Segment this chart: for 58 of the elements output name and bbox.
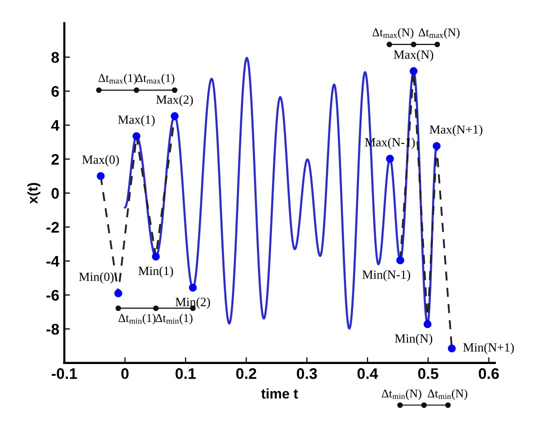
x-tick-label: 0.1 — [176, 368, 196, 380]
x-tick-label: 0.5 — [418, 368, 438, 380]
annotation: Δt$_{max}$(1) — [136, 74, 174, 84]
point — [132, 132, 140, 140]
point — [170, 112, 179, 120]
point — [114, 289, 122, 298]
annotation: Min(N) — [394, 334, 432, 346]
annotation: Max(N) — [394, 50, 434, 62]
y-tick-label: 0 — [52, 188, 59, 199]
point — [172, 87, 178, 93]
annotation: Max(N+1) — [430, 124, 482, 136]
point — [386, 154, 394, 163]
x-tick-label: 0.2 — [236, 368, 256, 380]
y-axis-title: x(t) — [27, 182, 40, 204]
x-axis-title: time t — [261, 388, 298, 399]
point — [188, 284, 197, 292]
point — [152, 252, 160, 261]
point — [96, 87, 102, 93]
annotation: Δt$_{max}$(N) — [418, 28, 460, 39]
point — [116, 305, 122, 312]
annotation: Δt$_{min}$(1) — [118, 314, 156, 324]
y-tick-label: -2 — [46, 222, 59, 233]
y-tick-label: 6 — [52, 86, 59, 97]
point — [410, 67, 418, 76]
text: Δt$_{min}$(N) — [382, 389, 422, 400]
annotation: Max(2) — [156, 95, 193, 106]
point — [432, 142, 441, 150]
annotation: Max(0) — [82, 155, 119, 166]
point — [386, 42, 392, 48]
y-tick-label: 8 — [51, 52, 59, 63]
annotation: Min(0) — [79, 272, 114, 284]
y-tick-label: 2 — [51, 154, 59, 165]
annotation: Min(1) — [138, 266, 174, 278]
y-tick-label: -8 — [46, 324, 59, 335]
point — [134, 87, 140, 93]
point — [448, 344, 456, 352]
y-tick-label: -4 — [46, 256, 60, 267]
x-tick-label: 0 — [121, 368, 129, 380]
point — [424, 320, 432, 328]
annotation: Min(2) — [176, 297, 210, 309]
x-tick-label: 0.3 — [296, 368, 317, 380]
x-tick-label: 0.6 — [478, 368, 499, 380]
point — [153, 305, 159, 312]
y-tick-label: -6 — [46, 290, 59, 301]
point — [396, 256, 404, 264]
annotation: Δt$_{min}$(1) — [156, 314, 192, 324]
text: Δt$_{min}$(N) — [428, 389, 468, 400]
point — [96, 172, 105, 180]
point — [434, 42, 440, 48]
annotation: Δt$_{max}$(N) — [372, 28, 414, 39]
annotation: Max(1) — [118, 115, 155, 126]
point — [410, 42, 416, 48]
y-tick-label: 4 — [51, 120, 60, 131]
annotation: Δt$_{max}$(1) — [98, 74, 137, 84]
x-tick-label: 0.4 — [358, 368, 378, 380]
annotation: Min(N-1) — [362, 270, 410, 282]
annotation: Min(N+1) — [463, 342, 514, 354]
x-tick-label: -0.1 — [52, 368, 78, 380]
